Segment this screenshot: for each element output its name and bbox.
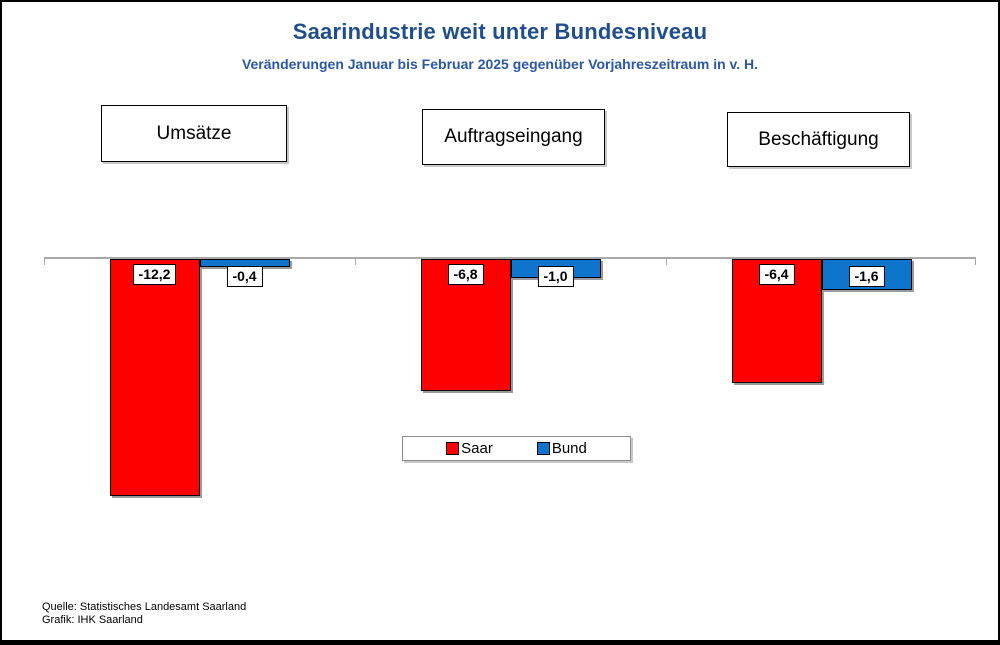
legend-entry-bund: Bund [536, 440, 587, 457]
credit-line: Grafik: IHK Saarland [42, 614, 143, 626]
legend-label: Saar [461, 440, 493, 457]
category-box-umsaetze: Umsätze [101, 105, 287, 162]
axis-tick [975, 259, 976, 265]
source-line: Quelle: Statistisches Landesamt Saarland [42, 601, 247, 613]
chart-subtitle: Veränderungen Januar bis Februar 2025 ge… [241, 56, 759, 72]
category-label: Umsätze [156, 122, 232, 144]
bar-value-label: -12,2 [132, 264, 177, 285]
chart-legend: Saar Bund [402, 436, 631, 461]
legend-label: Bund [551, 440, 587, 457]
bar-saar-1 [109, 259, 200, 496]
bund-color-swatch-icon [536, 442, 550, 455]
axis-tick [666, 259, 667, 265]
category-box-auftragseingang: Auftragseingang [422, 109, 605, 165]
source-note: Quelle: Statistisches Landesamt Saarland… [42, 601, 246, 627]
chart-title: Saarindustrie weit unter Bundesniveau [292, 19, 708, 44]
bar-value-label: -1,0 [537, 266, 574, 287]
axis-tick [355, 259, 356, 265]
axis-tick [44, 259, 45, 265]
bar-value-label: -1,6 [848, 266, 885, 287]
category-label: Auftragseingang [444, 126, 583, 147]
saar-color-swatch-icon [446, 442, 460, 455]
bar-value-label: -0,4 [226, 266, 263, 287]
zero-axis-line [44, 257, 976, 259]
bar-value-label: -6,4 [758, 264, 795, 285]
legend-entry-saar: Saar [446, 440, 493, 457]
category-label: Beschäftigung [758, 128, 879, 150]
category-box-beschaeftigung: Beschäftigung [727, 112, 910, 167]
bar-value-label: -6,8 [447, 264, 484, 285]
